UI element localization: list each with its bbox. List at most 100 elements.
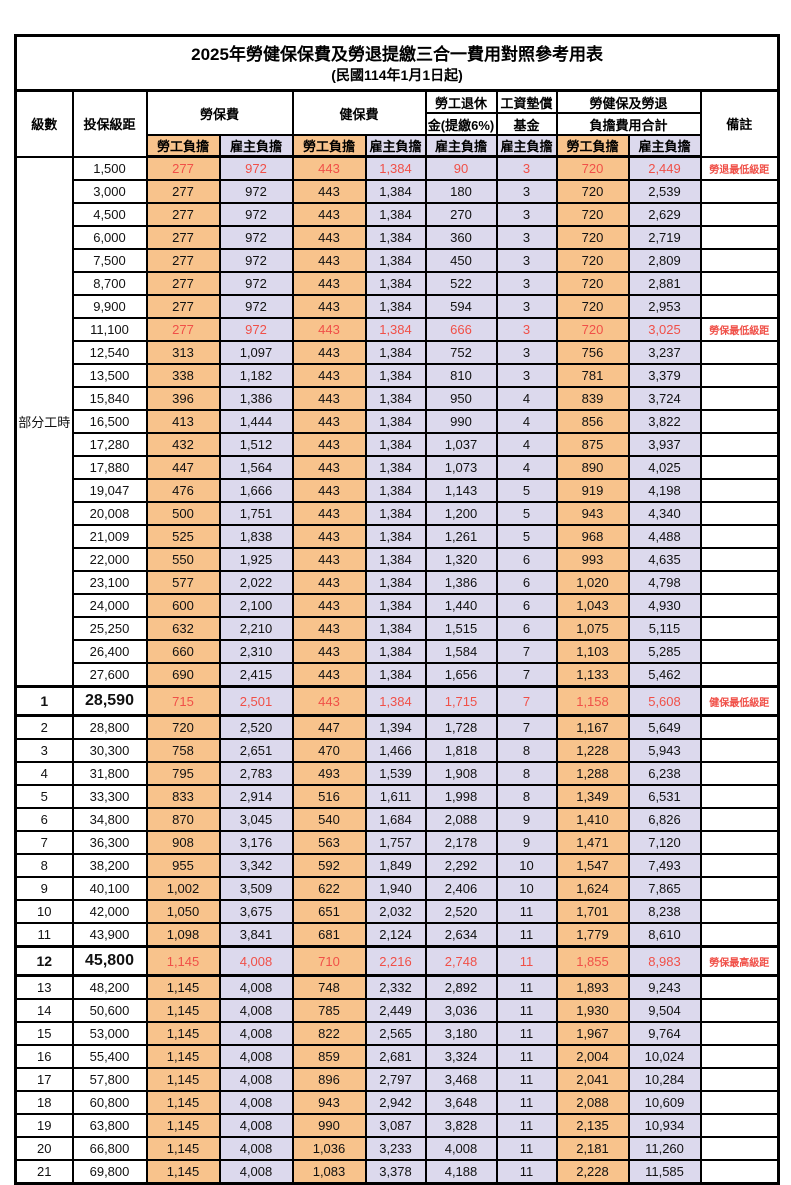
subheader-wage-fund-employer: 雇主負擔 (495, 134, 558, 158)
pension-employer-cell: 1,143 (424, 478, 498, 503)
pension-employer-cell: 180 (424, 179, 498, 204)
labor-employer-cell: 3,045 (218, 807, 294, 832)
labor-employee-cell: 1,145 (145, 1044, 221, 1069)
labor-employee-cell: 447 (145, 455, 221, 480)
health-employee-cell: 443 (291, 639, 367, 664)
health-employer-cell: 1,384 (364, 409, 427, 434)
labor-employer-cell: 2,501 (218, 685, 294, 717)
table-row: 19 63,800 1,145 4,008 990 3,087 3,828 11 2,135 10… (14, 1113, 780, 1138)
labor-employer-cell: 972 (218, 202, 294, 227)
health-employer-cell: 1,384 (364, 639, 427, 664)
table-row: 23,100 577 2,022 443 1,384 1,386 6 1,020 4,798 (16, 570, 780, 595)
wage-fund-employer-cell: 7 (495, 662, 558, 688)
health-employee-cell: 443 (291, 179, 367, 204)
bracket-cell: 28,590 (71, 685, 148, 717)
labor-employee-cell: 1,145 (145, 998, 221, 1023)
pension-employer-cell: 1,998 (424, 784, 498, 809)
health-employer-cell: 1,384 (364, 616, 427, 641)
table-row: 15,840 396 1,386 443 1,384 950 4 839 3,724 (16, 386, 780, 411)
level-cell: 13 (14, 974, 74, 1000)
bracket-cell: 22,000 (71, 547, 148, 572)
table-row: 16,500 413 1,444 443 1,384 990 4 856 3,822 (16, 409, 780, 434)
health-employer-cell: 2,332 (364, 974, 427, 1000)
health-employee-cell: 443 (291, 616, 367, 641)
labor-employee-cell: 277 (145, 155, 221, 181)
total-employee-cell: 720 (555, 317, 630, 342)
bracket-cell: 16,500 (71, 409, 148, 434)
table-row: 21 69,800 1,145 4,008 1,083 3,378 4,188 11 2,228… (14, 1159, 780, 1185)
pension-employer-cell: 3,468 (424, 1067, 498, 1092)
bracket-cell: 6,000 (71, 225, 148, 250)
labor-employee-cell: 690 (145, 662, 221, 688)
pension-employer-cell: 450 (424, 248, 498, 273)
pension-employer-cell: 752 (424, 340, 498, 365)
total-employee-cell: 1,075 (555, 616, 630, 641)
pension-employer-cell: 3,648 (424, 1090, 498, 1115)
bracket-cell: 24,000 (71, 593, 148, 618)
wage-fund-employer-cell: 4 (495, 432, 558, 457)
bracket-cell: 30,300 (71, 738, 148, 763)
health-employee-cell: 785 (291, 998, 367, 1023)
labor-employer-cell: 4,008 (218, 1021, 294, 1046)
labor-employee-cell: 1,145 (145, 1067, 221, 1092)
wage-fund-employer-cell: 6 (495, 616, 558, 641)
health-employee-cell: 443 (291, 432, 367, 457)
table-row: 27,600 690 2,415 443 1,384 1,656 7 1,133 5,462 (16, 662, 780, 688)
total-employee-cell: 1,349 (555, 784, 630, 809)
wage-fund-employer-cell: 8 (495, 738, 558, 763)
note-cell (699, 899, 780, 924)
total-employee-cell: 756 (555, 340, 630, 365)
health-employer-cell: 1,384 (364, 547, 427, 572)
health-employee-cell: 470 (291, 738, 367, 763)
level-cell: 1 (14, 685, 74, 717)
health-employee-cell: 443 (291, 340, 367, 365)
pension-employer-cell: 4,188 (424, 1159, 498, 1185)
health-employer-cell: 1,384 (364, 455, 427, 480)
pension-employer-cell: 810 (424, 363, 498, 388)
total-employer-cell: 2,881 (627, 271, 702, 296)
total-employee-cell: 1,167 (555, 714, 630, 740)
total-employee-cell: 856 (555, 409, 630, 434)
table-row: 17,880 447 1,564 443 1,384 1,073 4 890 4,025 (16, 455, 780, 480)
labor-employee-cell: 313 (145, 340, 221, 365)
pension-employer-cell: 1,818 (424, 738, 498, 763)
total-employee-cell: 2,228 (555, 1159, 630, 1185)
health-employer-cell: 1,384 (364, 524, 427, 549)
health-employer-cell: 3,378 (364, 1159, 427, 1185)
level-cell: 15 (14, 1021, 74, 1046)
col-header-pension-line1: 勞工退休 (424, 89, 498, 114)
wage-fund-employer-cell: 4 (495, 409, 558, 434)
level-cell: 12 (14, 945, 74, 977)
bracket-cell: 63,800 (71, 1113, 148, 1138)
note-cell (699, 363, 780, 388)
health-employer-cell: 3,087 (364, 1113, 427, 1138)
total-employer-cell: 10,609 (627, 1090, 702, 1115)
level-cell: 4 (14, 761, 74, 786)
labor-employee-cell: 1,145 (145, 1090, 221, 1115)
total-employee-cell: 1,547 (555, 853, 630, 878)
wage-fund-employer-cell: 3 (495, 202, 558, 227)
labor-employer-cell: 2,210 (218, 616, 294, 641)
total-employee-cell: 1,288 (555, 761, 630, 786)
labor-employer-cell: 972 (218, 248, 294, 273)
total-employee-cell: 1,624 (555, 876, 630, 901)
pension-employer-cell: 1,715 (424, 685, 498, 717)
bracket-cell: 48,200 (71, 974, 148, 1000)
health-employee-cell: 443 (291, 386, 367, 411)
total-employer-cell: 4,198 (627, 478, 702, 503)
health-employee-cell: 443 (291, 271, 367, 296)
note-cell: 勞退最低級距 (699, 155, 780, 181)
health-employer-cell: 2,449 (364, 998, 427, 1023)
health-employee-cell: 859 (291, 1044, 367, 1069)
total-employer-cell: 8,610 (627, 922, 702, 948)
total-employer-cell: 6,531 (627, 784, 702, 809)
health-employee-cell: 443 (291, 455, 367, 480)
labor-employee-cell: 1,145 (145, 974, 221, 1000)
bracket-cell: 55,400 (71, 1044, 148, 1069)
labor-employer-cell: 4,008 (218, 998, 294, 1023)
health-employer-cell: 1,384 (364, 155, 427, 181)
labor-employee-cell: 955 (145, 853, 221, 878)
pension-employer-cell: 1,440 (424, 593, 498, 618)
health-employer-cell: 3,233 (364, 1136, 427, 1161)
labor-employer-cell: 1,182 (218, 363, 294, 388)
